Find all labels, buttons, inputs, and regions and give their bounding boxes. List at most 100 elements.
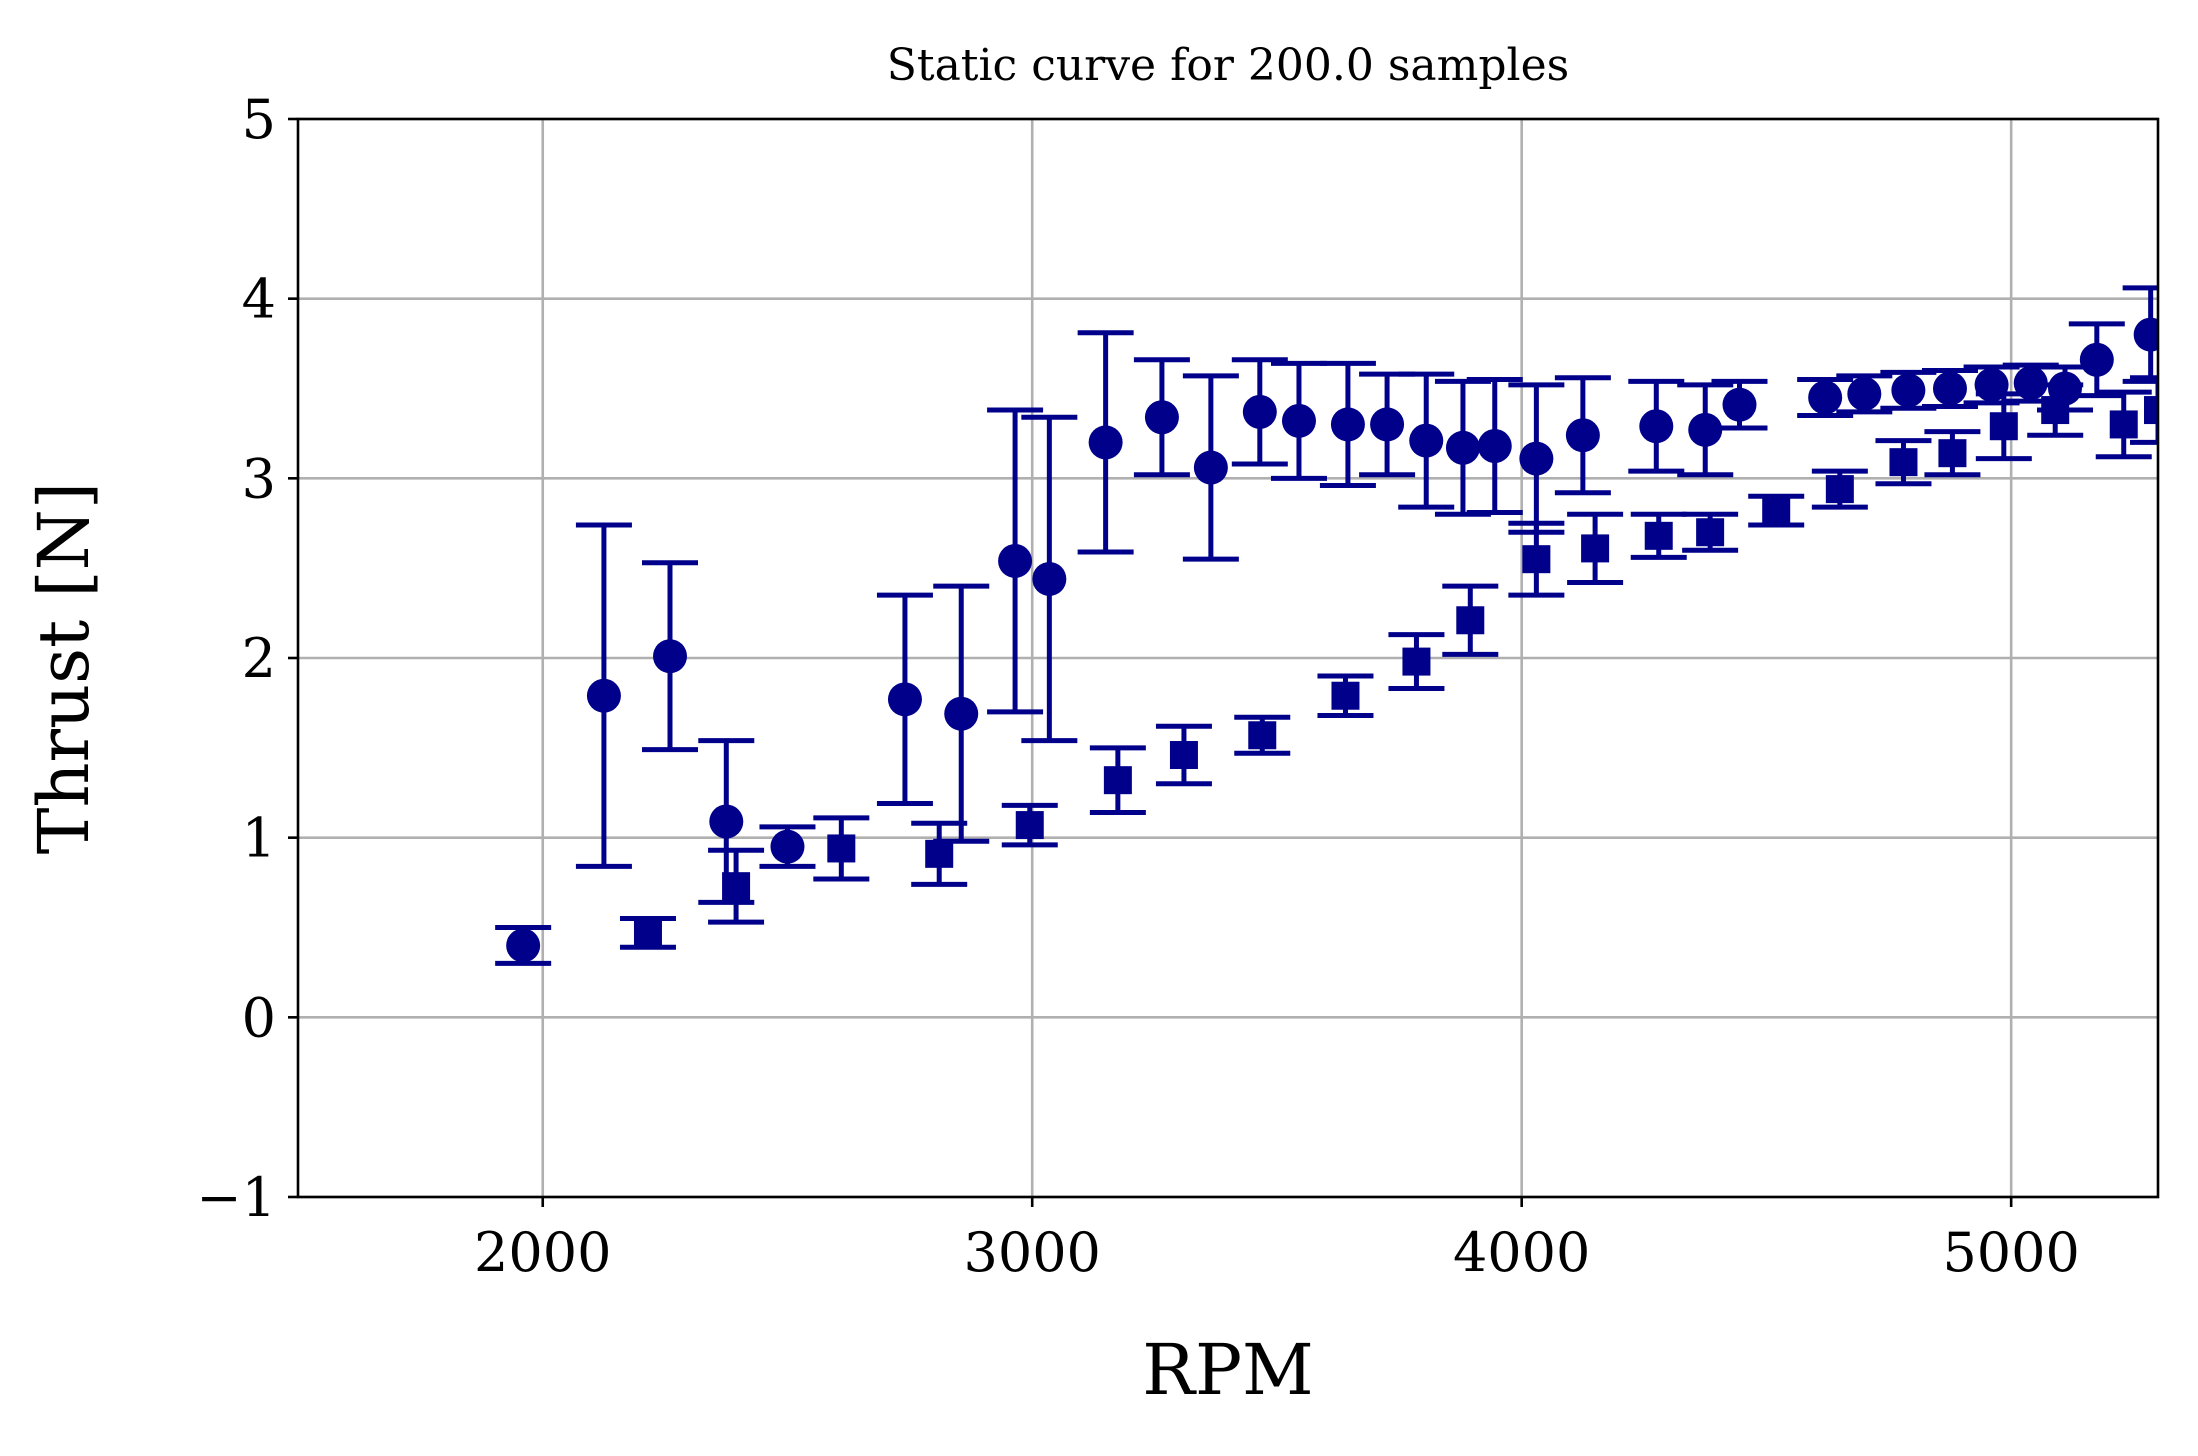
circle-marker <box>1370 407 1405 442</box>
x-tick-label: 2000 <box>474 1221 611 1284</box>
circle-marker <box>1808 380 1843 415</box>
circle-marker <box>1242 394 1277 429</box>
circle-marker <box>1565 418 1600 453</box>
data-point <box>1921 368 1978 409</box>
chart-title: Static curve for 200.0 samples <box>887 40 1569 91</box>
circle-marker <box>586 678 621 713</box>
data-point <box>1554 375 1611 496</box>
circle-marker <box>1891 373 1926 408</box>
y-tick-label: −1 <box>196 1166 276 1229</box>
circle-marker <box>887 682 922 717</box>
square-marker <box>1456 606 1485 635</box>
square-marker <box>925 839 954 868</box>
data-point <box>1077 330 1134 555</box>
y-tick-label: 5 <box>242 88 276 151</box>
data-point <box>2027 382 2084 438</box>
circle-marker <box>1193 450 1228 485</box>
data-point <box>1875 438 1932 487</box>
data-point <box>1398 371 1455 510</box>
circle-marker <box>1088 425 1123 460</box>
data-point <box>1836 373 1893 415</box>
circle-marker <box>1477 428 1512 463</box>
data-layer <box>495 285 2158 966</box>
circle-marker <box>1847 376 1882 411</box>
data-point <box>1797 377 1854 418</box>
square-marker <box>1825 475 1854 504</box>
square-marker <box>1402 647 1431 676</box>
data-point <box>619 916 676 950</box>
data-point <box>933 583 990 844</box>
circle-marker <box>1519 441 1554 476</box>
data-point <box>1508 520 1565 598</box>
data-point <box>2130 375 2158 445</box>
circle-marker <box>770 829 805 864</box>
square-marker <box>2041 396 2070 425</box>
square-marker <box>1248 721 1277 750</box>
square-marker <box>1889 448 1918 477</box>
y-tick-label: 0 <box>242 986 276 1049</box>
square-marker <box>1696 518 1725 547</box>
square-marker <box>1938 439 1967 468</box>
data-point <box>1508 382 1565 535</box>
data-point <box>2122 285 2158 384</box>
square-marker <box>722 872 751 901</box>
data-point <box>987 407 1044 715</box>
data-point <box>495 925 552 966</box>
data-point <box>1270 360 1327 481</box>
data-point <box>2068 321 2125 399</box>
square-marker <box>2144 396 2158 425</box>
data-point <box>1682 511 1739 553</box>
y-tick-label: 3 <box>242 447 276 510</box>
x-tick-label: 4000 <box>1453 1221 1590 1284</box>
data-point <box>708 847 765 925</box>
square-marker <box>1644 521 1673 550</box>
data-point <box>1155 723 1212 787</box>
data-point <box>1021 414 1078 744</box>
data-point <box>1975 391 2032 462</box>
data-point <box>1630 511 1687 560</box>
circle-marker <box>1330 407 1365 442</box>
data-point <box>1388 632 1445 692</box>
circle-marker <box>1032 561 1067 596</box>
square-marker <box>2109 410 2138 439</box>
data-point <box>2095 389 2152 460</box>
points-group <box>495 285 2158 966</box>
circle-marker <box>2133 317 2158 352</box>
square-marker <box>1015 811 1044 840</box>
data-point <box>1711 378 1768 431</box>
y-tick-label: 2 <box>242 627 276 690</box>
data-point <box>575 522 632 869</box>
square-marker <box>633 918 662 947</box>
data-point <box>1319 360 1376 489</box>
data-point <box>1811 468 1868 510</box>
data-point <box>1677 382 1734 478</box>
data-point <box>759 824 816 869</box>
circle-marker <box>2079 342 2114 377</box>
data-point <box>1466 377 1523 515</box>
square-marker <box>1762 496 1791 525</box>
circle-marker <box>1639 409 1674 444</box>
circle-marker <box>1688 412 1723 447</box>
x-tick-label: 3000 <box>963 1221 1100 1284</box>
y-axis-label: Thrust [N] <box>23 482 105 855</box>
data-point <box>876 592 933 807</box>
ticks: 2000 3000 4000 5000 −1 0 1 2 3 4 5 <box>196 88 2079 1284</box>
data-point <box>1567 511 1624 586</box>
data-point <box>1001 802 1058 848</box>
square-marker <box>1581 534 1610 563</box>
data-point <box>1234 714 1291 756</box>
data-point <box>1231 357 1288 467</box>
circle-marker <box>1409 423 1444 458</box>
data-point <box>911 820 968 887</box>
square-marker <box>1331 681 1360 710</box>
data-point <box>1628 378 1685 474</box>
data-point <box>1089 745 1146 816</box>
x-axis-label: RPM <box>1142 1329 1313 1411</box>
circle-marker <box>944 696 979 731</box>
square-marker <box>1522 545 1551 574</box>
circle-marker <box>653 639 687 674</box>
circle-marker <box>506 928 541 963</box>
data-point <box>1182 373 1239 562</box>
